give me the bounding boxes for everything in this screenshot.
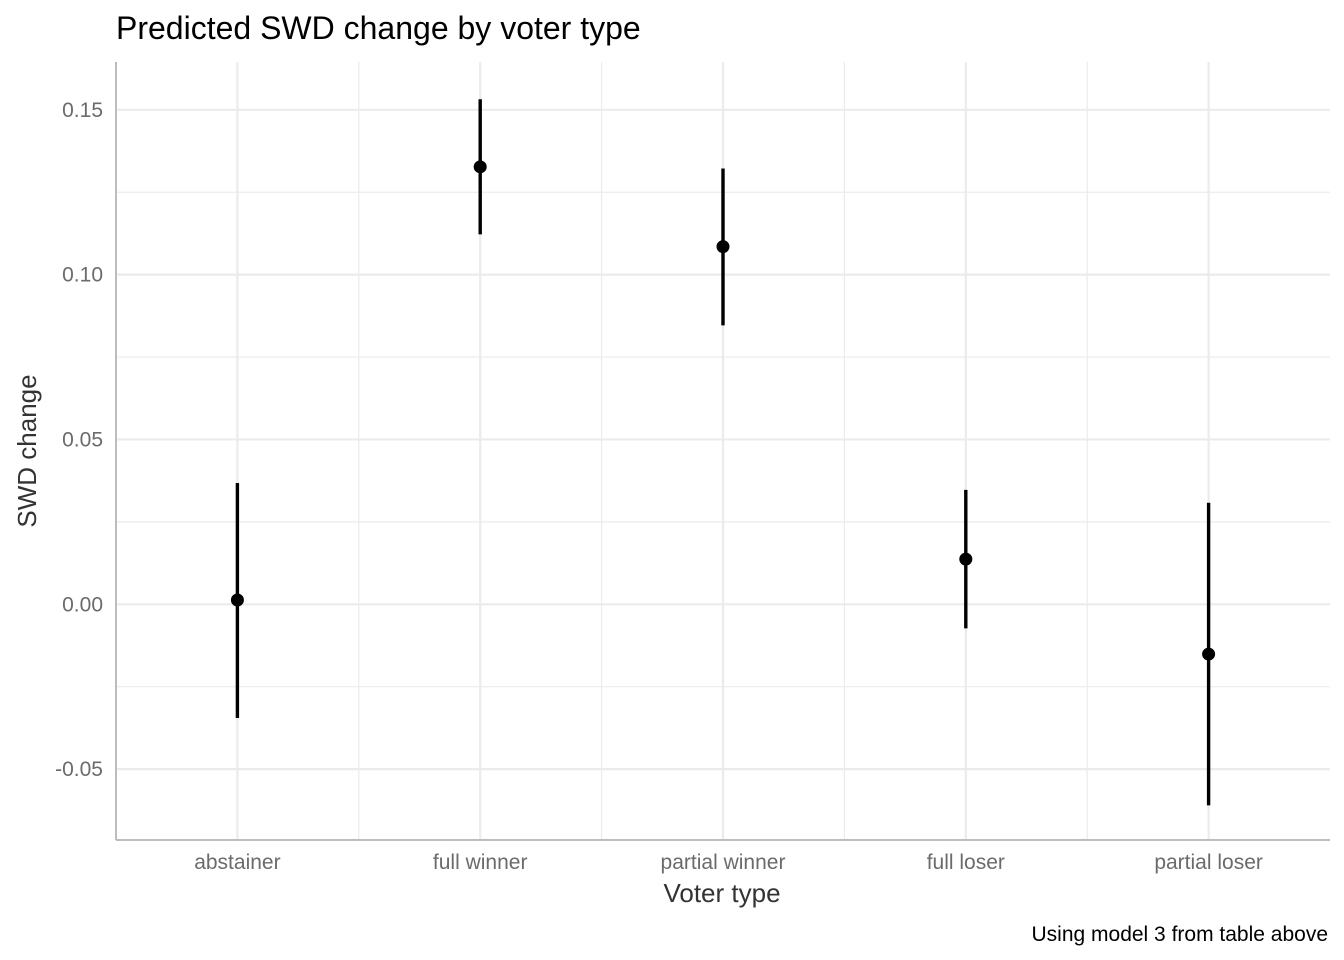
y-tick-label: -0.05 [55, 758, 103, 781]
y-tick-label: 0.00 [62, 593, 103, 616]
axis-layer [115, 62, 1330, 841]
x-tick-label: full winner [433, 851, 528, 874]
estimate-point [230, 593, 244, 607]
estimate-point [473, 160, 487, 174]
chart-caption: Using model 3 from table above [1032, 923, 1329, 946]
x-tick-label: abstainer [194, 851, 280, 874]
data-marks [230, 99, 1216, 806]
y-tick-label: 0.10 [62, 264, 103, 287]
tick-labels: -0.05 0.00 0.05 0.10 0.15 abstainer full winne… [55, 99, 1263, 874]
x-tick-label: partial winner [661, 851, 786, 874]
x-axis-title: Voter type [663, 878, 780, 908]
estimate-point [959, 552, 973, 566]
chart-title: Predicted SWD change by voter type [116, 10, 641, 46]
y-tick-label: 0.15 [62, 99, 103, 122]
estimate-point [1202, 647, 1216, 661]
x-tick-label: partial loser [1154, 851, 1263, 874]
x-tick-label: full loser [927, 851, 1005, 874]
y-tick-label: 0.05 [62, 428, 103, 451]
y-axis-title: SWD change [12, 374, 42, 527]
estimate-point [716, 240, 730, 254]
